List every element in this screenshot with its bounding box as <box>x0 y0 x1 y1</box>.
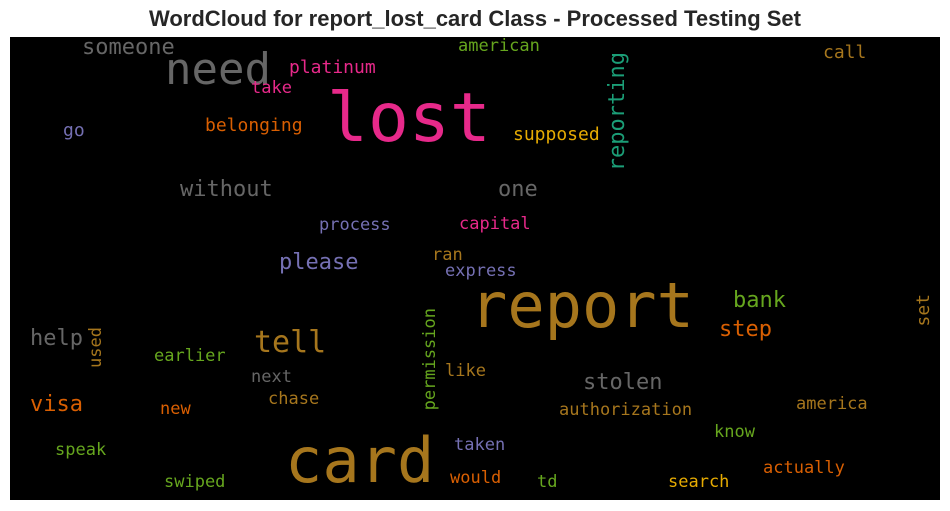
word-belonging: belonging <box>205 115 303 136</box>
word-help: help <box>30 326 83 351</box>
word-without: without <box>180 177 273 202</box>
word-lost: lost <box>327 79 491 158</box>
word-america: america <box>796 394 868 414</box>
word-take: take <box>251 78 292 98</box>
word-visa: visa <box>30 392 83 417</box>
word-ran: ran <box>432 245 463 265</box>
word-new: new <box>160 399 191 419</box>
word-platinum: platinum <box>289 57 376 78</box>
word-process: process <box>319 215 391 235</box>
word-next: next <box>251 367 292 387</box>
word-swiped: swiped <box>164 472 226 492</box>
word-permission: permission <box>420 308 440 411</box>
word-bank: bank <box>733 288 786 313</box>
word-please: please <box>279 250 359 275</box>
word-american: american <box>458 37 540 56</box>
word-used: used <box>86 327 106 368</box>
word-call: call <box>823 42 867 63</box>
word-chase: chase <box>268 389 320 409</box>
word-set: set <box>913 294 934 327</box>
word-taken: taken <box>454 435 506 455</box>
word-someone: someone <box>82 37 175 60</box>
word-card: card <box>285 424 435 497</box>
word-earlier: earlier <box>154 346 226 366</box>
word-search: search <box>668 472 730 492</box>
word-tell: tell <box>254 325 327 360</box>
word-stolen: stolen <box>583 370 663 395</box>
word-td: td <box>537 472 558 492</box>
word-know: know <box>714 422 755 442</box>
word-express: express <box>445 261 517 281</box>
word-cloud: someone need platinum american call take… <box>10 37 940 500</box>
word-report: report <box>470 269 694 342</box>
word-need: need <box>165 44 271 95</box>
word-speak: speak <box>55 440 107 460</box>
word-one: one <box>498 177 538 202</box>
word-reporting: reporting <box>605 52 630 172</box>
word-go: go <box>63 120 85 141</box>
chart-title: WordCloud for report_lost_card Class - P… <box>149 6 801 31</box>
word-supposed: supposed <box>513 124 600 145</box>
word-authorization: authorization <box>559 400 693 420</box>
word-step: step <box>719 317 772 342</box>
word-capital: capital <box>459 214 531 234</box>
word-would: would <box>450 468 502 488</box>
word-actually: actually <box>763 458 845 478</box>
word-like: like <box>445 361 486 381</box>
